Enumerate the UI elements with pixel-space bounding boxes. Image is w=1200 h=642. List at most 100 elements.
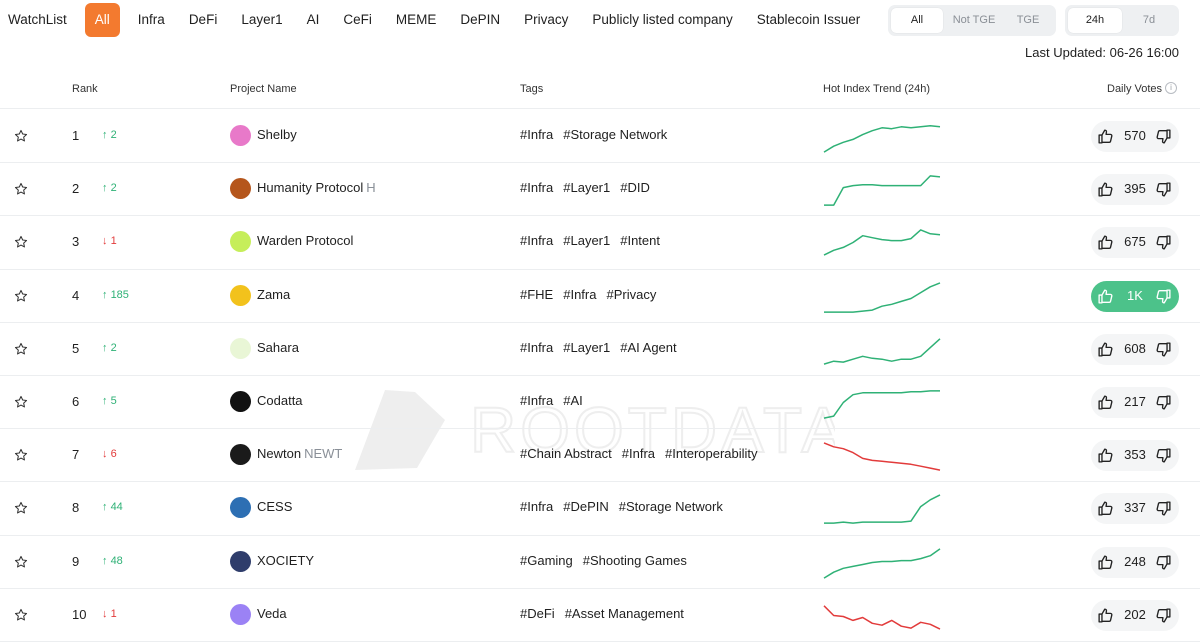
project-name[interactable]: Sahara xyxy=(257,340,299,355)
project-name-text[interactable]: CESS xyxy=(257,499,293,515)
tag[interactable]: #Layer1 xyxy=(563,233,611,249)
thumbs-up-icon[interactable] xyxy=(1097,554,1114,571)
category-tab-meme[interactable]: MEME xyxy=(395,12,437,27)
tag[interactable]: #Layer1 xyxy=(563,339,611,355)
tag[interactable]: #Shooting Games xyxy=(582,552,687,568)
project-logo[interactable] xyxy=(230,284,251,306)
watchlist-star-icon[interactable] xyxy=(14,555,28,569)
time-option-7d[interactable]: 7d xyxy=(1142,14,1156,26)
tge-option-not-tge[interactable]: Not TGE xyxy=(952,14,996,26)
category-tab-all[interactable]: All xyxy=(84,3,120,37)
project-logo[interactable] xyxy=(230,390,251,412)
tag[interactable]: #Storage Network xyxy=(618,499,723,515)
project-logo[interactable] xyxy=(230,337,251,359)
info-icon[interactable]: i xyxy=(1165,82,1178,95)
project-name-text[interactable]: Veda xyxy=(257,605,287,621)
category-tab-watchlist[interactable]: WatchList xyxy=(8,12,67,27)
tag[interactable]: #AI Agent xyxy=(620,339,677,355)
project-name-text[interactable]: Newton xyxy=(257,446,302,462)
watchlist-star-icon[interactable] xyxy=(14,129,28,143)
watchlist-star-icon[interactable] xyxy=(14,235,28,249)
watchlist-star-icon[interactable] xyxy=(14,342,28,356)
project-name[interactable]: Shelby xyxy=(257,127,297,142)
table-row[interactable]: 7 ↓ 6 Newton NEWT #Chain Abstract #Infra #Inte… xyxy=(0,429,1200,483)
category-tab-publicly-listed-company[interactable]: Publicly listed company xyxy=(592,12,733,27)
thumbs-down-icon[interactable] xyxy=(1155,554,1172,571)
watchlist-star-icon[interactable] xyxy=(14,289,28,303)
thumbs-up-icon[interactable] xyxy=(1097,500,1114,517)
column-rank[interactable]: Rank xyxy=(72,83,98,95)
thumbs-up-icon[interactable] xyxy=(1097,394,1114,411)
tag[interactable]: #Infra xyxy=(520,127,554,142)
watchlist-star-icon[interactable] xyxy=(14,395,28,409)
table-row[interactable]: 9 ↑ 48 XOCIETY #Gaming #Shooting Games 248 xyxy=(0,536,1200,589)
tag[interactable]: #Storage Network xyxy=(563,127,668,142)
watchlist-star-icon[interactable] xyxy=(14,182,28,196)
tag[interactable]: #Infra xyxy=(520,180,554,196)
project-logo[interactable] xyxy=(230,178,251,200)
project-name-text[interactable]: Warden Protocol xyxy=(257,233,354,249)
tag[interactable]: #FHE xyxy=(520,286,554,302)
project-name-text[interactable]: Zama xyxy=(257,286,291,302)
project-name[interactable]: Newton NEWT xyxy=(257,446,342,461)
table-row[interactable]: 2 ↑ 2 Humanity Protocol H #Infra #Layer1 #DID 3… xyxy=(0,163,1200,217)
category-tab-defi[interactable]: DeFi xyxy=(188,12,218,27)
thumbs-down-icon[interactable] xyxy=(1155,500,1172,517)
tag[interactable]: #Infra xyxy=(520,339,554,355)
project-name-text[interactable]: Shelby xyxy=(257,127,297,142)
project-logo[interactable] xyxy=(230,231,251,253)
thumbs-up-icon[interactable] xyxy=(1097,288,1114,305)
tag[interactable]: #DeFi xyxy=(520,605,555,621)
category-tab-layer1[interactable]: Layer1 xyxy=(241,12,283,27)
project-name[interactable]: Warden Protocol xyxy=(257,233,353,248)
project-logo[interactable] xyxy=(230,497,251,519)
project-name[interactable]: CESS xyxy=(257,499,292,514)
table-row[interactable]: 4 ↑ 185 Zama #FHE #Infra #Privacy 1K xyxy=(0,270,1200,323)
project-name[interactable]: Humanity Protocol H xyxy=(257,180,376,195)
project-name[interactable]: Zama xyxy=(257,287,290,302)
tag[interactable]: #Infra xyxy=(563,286,597,302)
watchlist-star-icon[interactable] xyxy=(14,448,28,462)
tag[interactable]: #Infra xyxy=(621,446,656,462)
thumbs-down-icon[interactable] xyxy=(1155,607,1172,624)
project-name[interactable]: Codatta xyxy=(257,393,303,408)
tag[interactable]: #Layer1 xyxy=(563,180,611,196)
project-name-text[interactable]: Sahara xyxy=(257,339,299,355)
tag[interactable]: #Gaming xyxy=(520,552,573,568)
table-row[interactable]: 1 ↑ 2 Shelby #Infra #Storage Network 570 xyxy=(0,110,1200,164)
project-logo[interactable] xyxy=(230,444,251,466)
watchlist-star-icon[interactable] xyxy=(14,501,28,515)
table-row[interactable]: 6 ↑ 5 Codatta #Infra #AI 217 xyxy=(0,376,1200,430)
tag[interactable]: #DePIN xyxy=(563,499,609,515)
table-row[interactable]: 10 ↓ 1 Veda #DeFi #Asset Management 202 xyxy=(0,589,1200,642)
thumbs-down-icon[interactable] xyxy=(1155,181,1172,198)
category-tab-privacy[interactable]: Privacy xyxy=(524,12,569,27)
thumbs-up-icon[interactable] xyxy=(1097,234,1114,251)
table-row[interactable]: 5 ↑ 2 Sahara #Infra #Layer1 #AI Agent 608 xyxy=(0,323,1200,376)
tag[interactable]: #Interoperability xyxy=(665,446,758,462)
thumbs-up-icon[interactable] xyxy=(1097,607,1114,624)
tag[interactable]: #Privacy xyxy=(606,286,657,302)
table-row[interactable]: 3 ↓ 1 Warden Protocol #Infra #Layer1 #Intent 6… xyxy=(0,216,1200,270)
thumbs-up-icon[interactable] xyxy=(1097,447,1114,464)
thumbs-down-icon[interactable] xyxy=(1155,288,1172,305)
time-option-24h[interactable]: 24h xyxy=(1068,8,1122,33)
tag[interactable]: #Intent xyxy=(620,233,660,249)
thumbs-up-icon[interactable] xyxy=(1097,128,1114,145)
project-logo[interactable] xyxy=(230,603,251,625)
tge-option-all[interactable]: All xyxy=(891,8,943,33)
tag[interactable]: #Infra xyxy=(520,499,554,515)
category-tab-ai[interactable]: AI xyxy=(306,12,320,27)
thumbs-down-icon[interactable] xyxy=(1155,447,1172,464)
category-tab-depin[interactable]: DePIN xyxy=(460,12,501,27)
thumbs-down-icon[interactable] xyxy=(1155,234,1172,251)
project-logo[interactable] xyxy=(230,125,251,146)
project-name[interactable]: Veda xyxy=(257,606,287,621)
thumbs-up-icon[interactable] xyxy=(1097,341,1114,358)
category-tab-infra[interactable]: Infra xyxy=(137,12,165,27)
thumbs-down-icon[interactable] xyxy=(1155,394,1172,411)
table-row[interactable]: 8 ↑ 44 CESS #Infra #DePIN #Storage Network 337 xyxy=(0,482,1200,536)
thumbs-down-icon[interactable] xyxy=(1155,128,1172,145)
category-tab-stablecoin-issuer[interactable]: Stablecoin Issuer xyxy=(756,12,861,27)
tag[interactable]: #Infra xyxy=(520,392,554,408)
